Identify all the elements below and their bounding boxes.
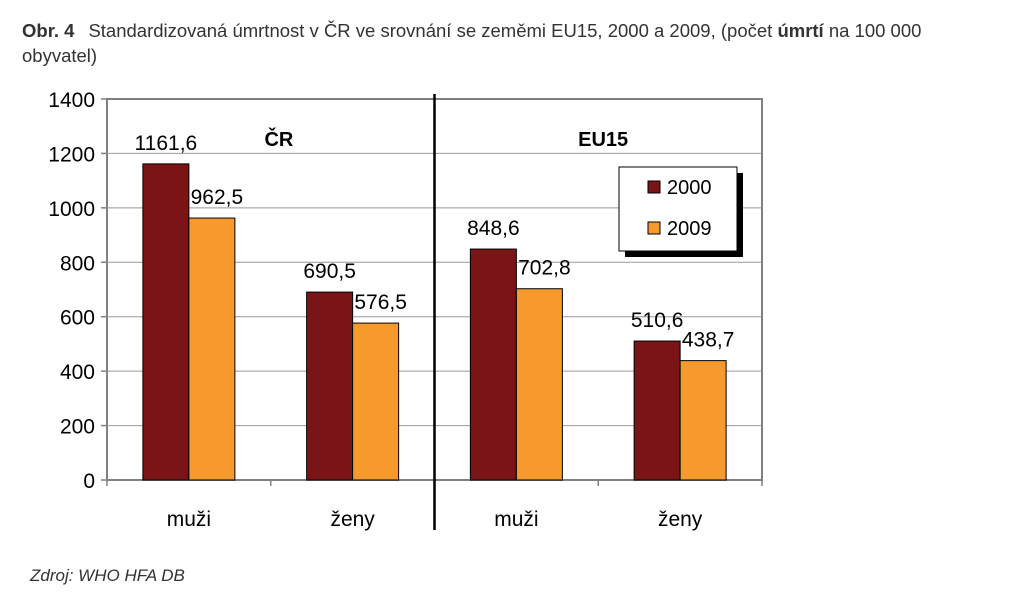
legend-label: 2000 [667, 177, 712, 199]
legend-label: 2009 [667, 218, 712, 240]
legend-swatch [647, 221, 661, 235]
bar-2009 [515, 288, 563, 481]
data-label: 1161,6 [135, 132, 198, 155]
y-tick-label: 1000 [48, 198, 95, 221]
bar-2000 [633, 340, 681, 481]
bar-2000 [469, 248, 517, 481]
caption-text-start: Standardizovaná úmrtnost v ČR ve srovnán… [88, 20, 778, 41]
bar-2009 [352, 322, 400, 481]
data-label: 690,5 [303, 260, 356, 283]
legend-swatch [647, 180, 661, 194]
data-label: 438,7 [682, 329, 735, 352]
data-label: 510,6 [631, 309, 684, 332]
group-label: ČR [264, 127, 293, 151]
y-tick-label: 1400 [48, 89, 95, 112]
y-tick-label: 400 [60, 361, 95, 384]
x-category-label: ženy [658, 508, 703, 531]
caption-text-end: na 100 000 obyvatel) [22, 20, 922, 66]
x-category-label: ženy [330, 508, 375, 531]
data-label: 576,5 [354, 291, 407, 314]
y-tick-label: 1200 [48, 143, 95, 166]
data-label: 848,6 [467, 217, 520, 240]
bar-2000 [142, 163, 190, 481]
legend-box [618, 166, 738, 252]
x-category-label: muži [167, 508, 211, 531]
figure-label: Obr. 4 [22, 20, 75, 41]
x-category-label: muži [494, 508, 538, 531]
data-label: 962,5 [191, 186, 244, 209]
y-tick-label: 800 [60, 252, 95, 275]
bar-2000 [306, 291, 354, 481]
source-note: Zdroj: WHO HFA DB [30, 566, 185, 585]
figure-caption: Obr. 4 Standardizovaná úmrtnost v ČR ve s… [22, 18, 982, 68]
y-tick-label: 200 [60, 416, 95, 439]
bar-2009 [188, 217, 236, 481]
bar-2009 [679, 360, 727, 481]
data-label: 702,8 [518, 257, 571, 280]
y-tick-label: 600 [60, 307, 95, 330]
y-tick-label: 0 [83, 470, 95, 493]
caption-bold-word: úmrtí [777, 20, 824, 41]
group-label: EU15 [578, 129, 628, 151]
